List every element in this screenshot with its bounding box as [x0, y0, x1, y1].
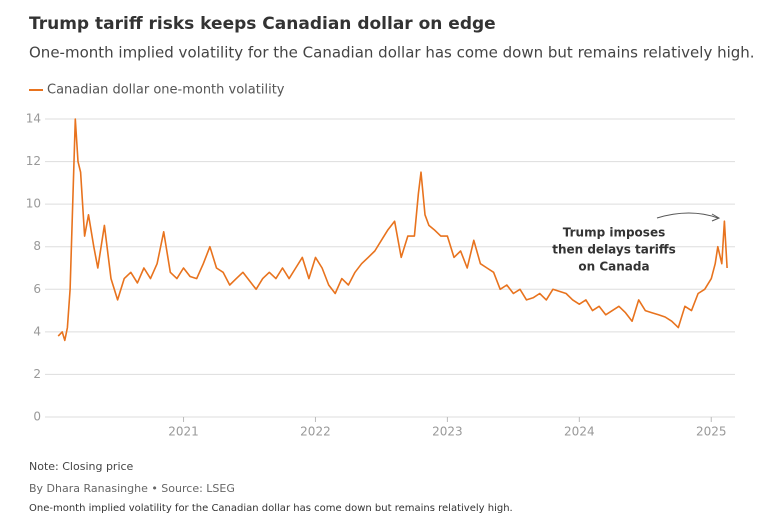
annotation-arrow — [656, 212, 719, 219]
y-tick-label: 10 — [26, 197, 41, 211]
data-line — [57, 118, 728, 342]
annotation: Trump imposes — [563, 226, 665, 240]
y-tick-label: 2 — [33, 367, 41, 381]
y-tick-label: 6 — [33, 282, 41, 296]
byline: By Dhara Ranasinghe • Source: LSEG — [29, 482, 235, 495]
y-tick-label: 8 — [33, 239, 41, 253]
x-tick-label: 2022 — [300, 425, 331, 439]
y-tick-label: 4 — [33, 324, 41, 338]
caption: One-month implied volatility for the Can… — [29, 503, 513, 514]
x-tick-label: 2023 — [432, 425, 463, 439]
annotation: then delays tariffs — [552, 243, 676, 257]
y-tick-label: 12 — [26, 154, 41, 168]
x-tick-label: 2025 — [696, 425, 727, 439]
chart-title: Trump tariff risks keeps Canadian dollar… — [29, 14, 496, 34]
y-tick-label: 14 — [26, 112, 41, 126]
note: Note: Closing price — [29, 460, 134, 473]
x-tick-label: 2021 — [168, 425, 199, 439]
annotation: on Canada — [578, 260, 649, 274]
x-tick-label: 2024 — [564, 425, 595, 439]
legend-label: Canadian dollar one-month volatility — [47, 83, 285, 98]
chart-subtitle: One-month implied volatility for the Can… — [29, 44, 755, 62]
annotation-arrowhead — [711, 213, 721, 222]
y-tick-label: 0 — [33, 410, 41, 424]
